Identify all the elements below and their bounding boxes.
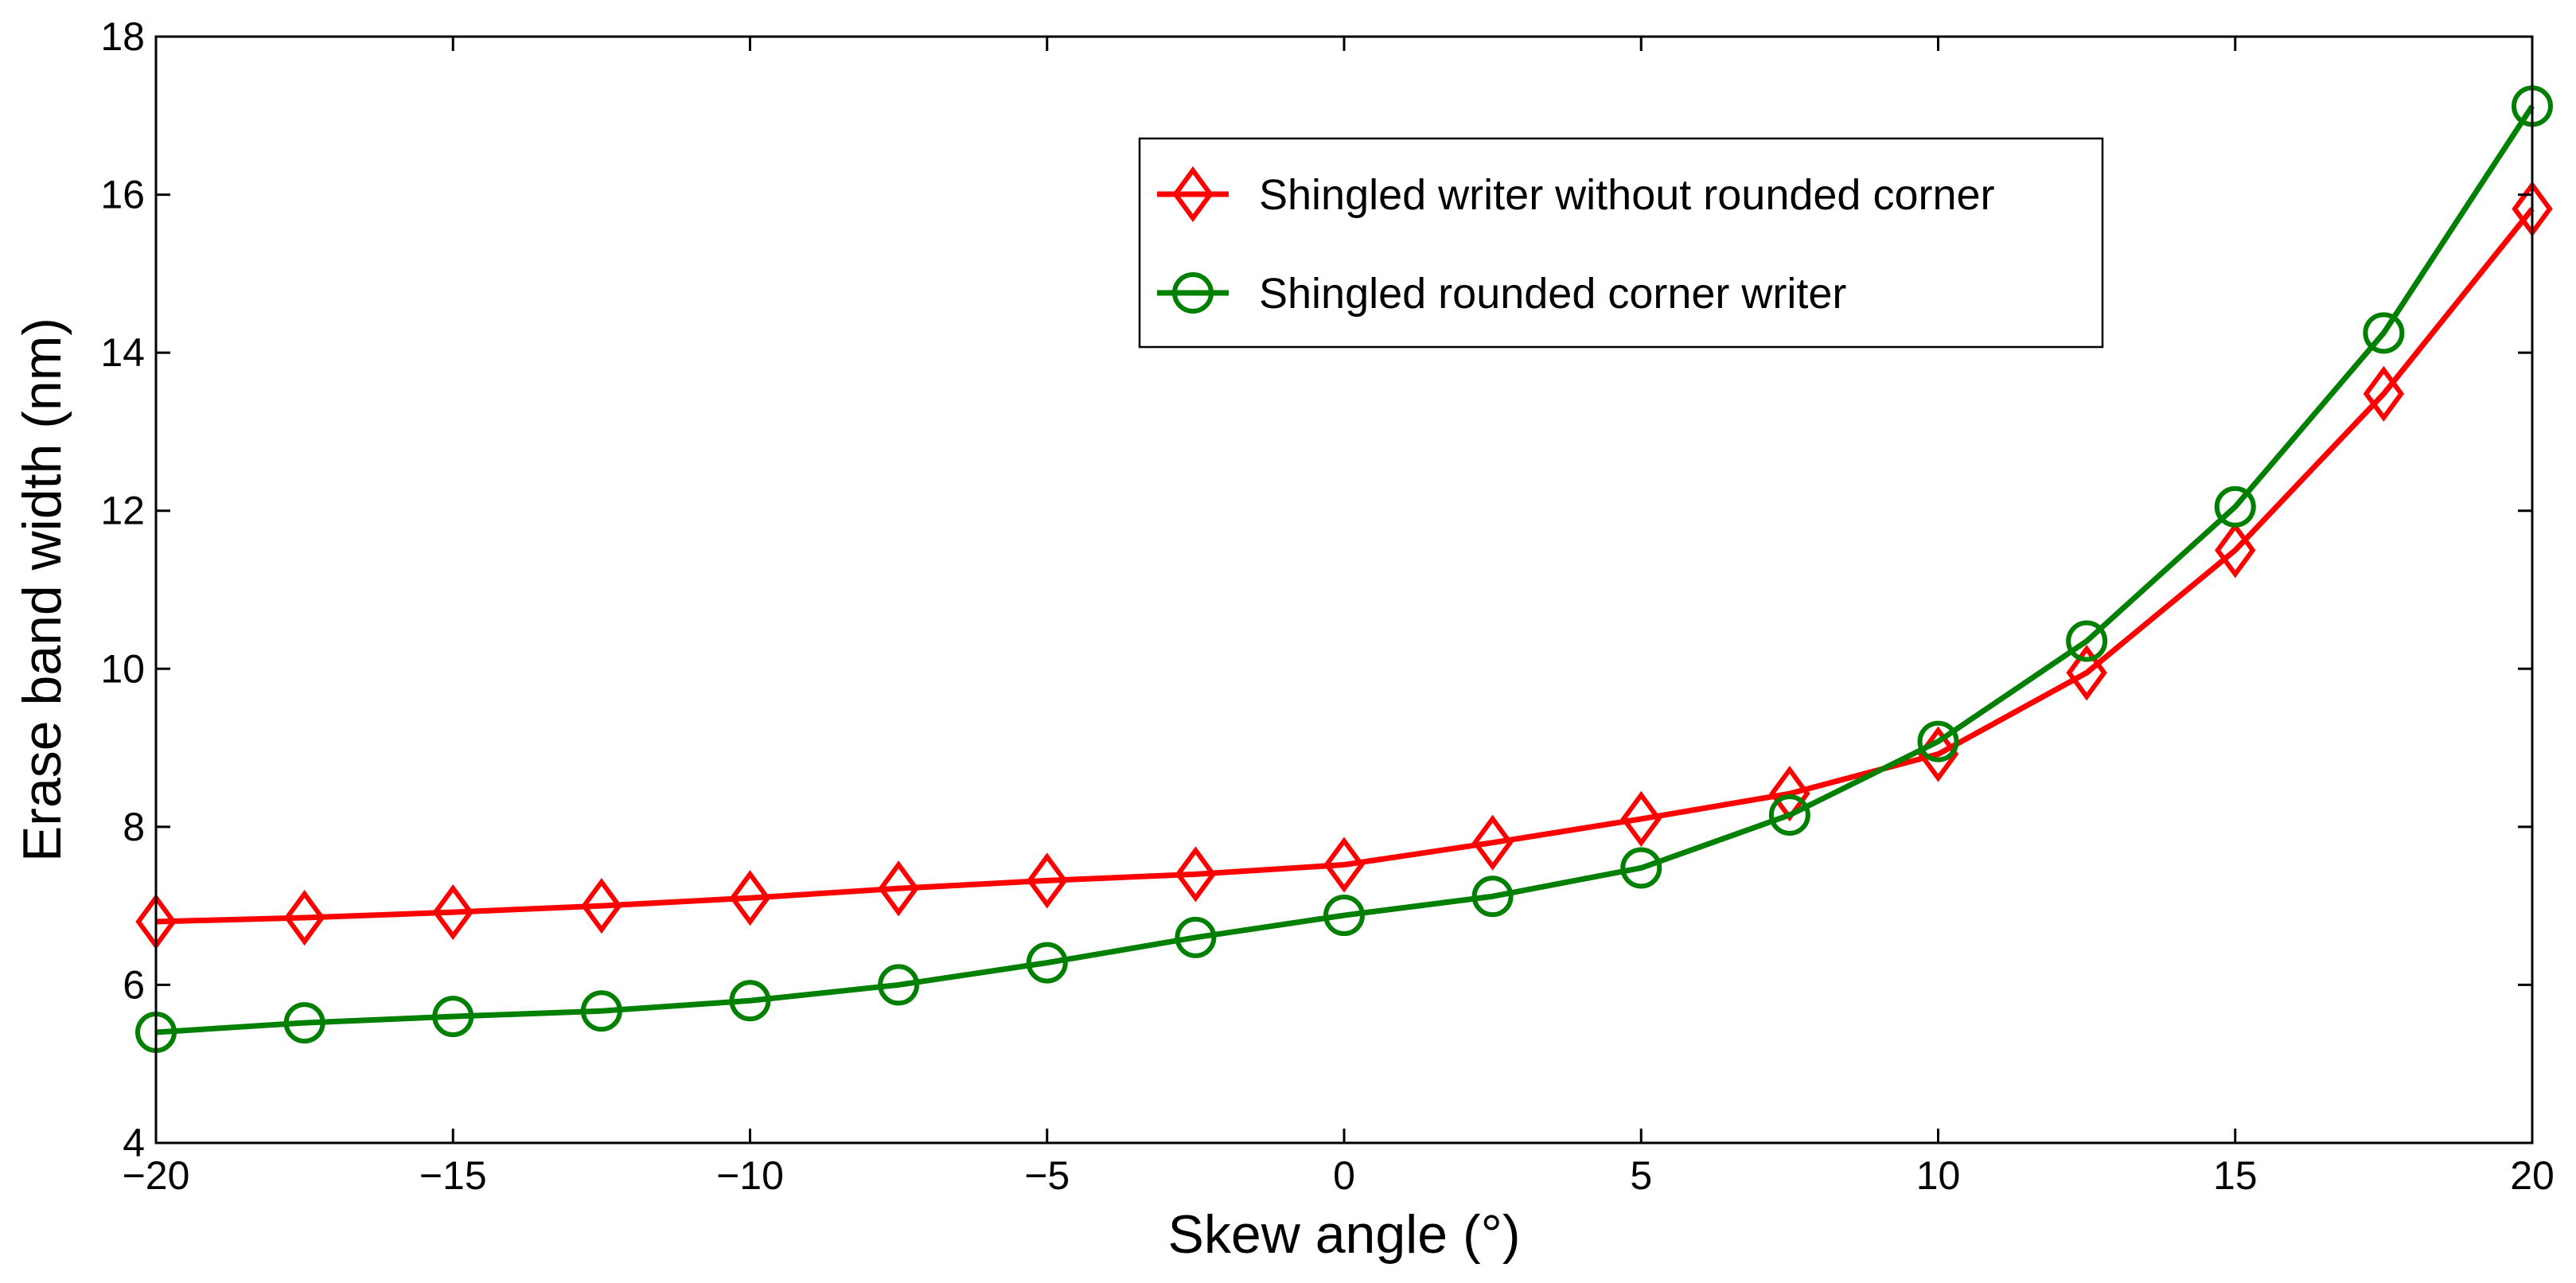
data-point-circle <box>729 980 771 1022</box>
series-line <box>155 207 2535 925</box>
x-tick-label: −20 <box>123 1153 190 1198</box>
y-tick-label: 16 <box>100 173 145 217</box>
data-point-diamond <box>432 884 474 941</box>
y-tick-label: 14 <box>100 330 145 375</box>
y-tick-label: 6 <box>123 962 145 1007</box>
x-tick-label: 15 <box>2213 1153 2258 1198</box>
legend-entries: Shingled writer without rounded corner Sh… <box>1157 166 1995 318</box>
legend-label: Shingled writer without rounded corner <box>1259 171 1995 219</box>
legend-marker-diamond <box>1172 166 1214 223</box>
axes-layer: −20 −15 −10 −5 0 5 10 15 20 4 6 8 10 12 14 16 18 <box>100 14 2554 1198</box>
legend-marker-circle <box>1172 272 1214 314</box>
x-tick-label: −5 <box>1024 1153 1070 1198</box>
x-tick-label: −10 <box>716 1153 784 1198</box>
legend-entry: Shingled writer without rounded corner <box>1157 166 1995 223</box>
data-point-circle <box>2363 312 2405 354</box>
data-point-diamond <box>581 878 622 934</box>
x-tick-label: −15 <box>419 1153 487 1198</box>
series-line <box>155 104 2535 1035</box>
x-tick-label: 5 <box>1630 1153 1652 1198</box>
y-tick-label: 10 <box>100 646 145 691</box>
data-point-diamond <box>2363 365 2405 422</box>
data-point-diamond <box>283 889 325 946</box>
x-tick-label: 10 <box>1916 1153 1961 1198</box>
legend-box <box>1138 137 2104 349</box>
legend-label: Shingled rounded corner writer <box>1259 270 1846 318</box>
data-point-circle <box>2066 620 2108 662</box>
data-point-diamond <box>1620 790 1662 848</box>
legend: Shingled writer without rounded corner Sh… <box>1138 137 2104 349</box>
data-point-diamond <box>1027 852 1068 909</box>
data-point-circle <box>1917 720 1959 762</box>
y-tick-label: 8 <box>123 805 145 849</box>
data-point-circle <box>1471 875 1514 918</box>
data-point-circle <box>878 964 920 1006</box>
data-point-circle <box>1620 847 1662 889</box>
data-point-diamond <box>1175 846 1217 903</box>
data-point-circle <box>432 996 474 1038</box>
data-point-circle <box>2214 486 2256 528</box>
data-point-circle <box>283 1002 325 1044</box>
data-point-circle <box>1323 895 1365 937</box>
data-point-diamond <box>2215 522 2256 579</box>
y-tick-label: 18 <box>100 14 145 59</box>
data-point-diamond <box>2066 645 2107 701</box>
y-tick-label: 4 <box>123 1121 145 1165</box>
y-axis-label: Erase band width (nm) <box>12 318 72 862</box>
y-tick-label: 12 <box>100 489 145 533</box>
series-1 <box>135 181 2553 950</box>
x-axis-label: Skew angle (°) <box>1168 1204 1521 1265</box>
x-tick-label: 0 <box>1333 1153 1355 1198</box>
data-point-circle <box>580 990 622 1032</box>
legend-entry: Shingled rounded corner writer <box>1157 270 1846 318</box>
data-point-diamond <box>878 860 919 917</box>
data-point-diamond <box>1323 836 1365 893</box>
data-point-circle <box>1026 942 1068 984</box>
data-point-circle <box>1768 794 1810 836</box>
x-tick-label: 20 <box>2510 1153 2555 1198</box>
data-point-circle <box>1175 916 1217 958</box>
data-point-diamond <box>1471 814 1514 871</box>
data-point-diamond <box>729 870 771 926</box>
